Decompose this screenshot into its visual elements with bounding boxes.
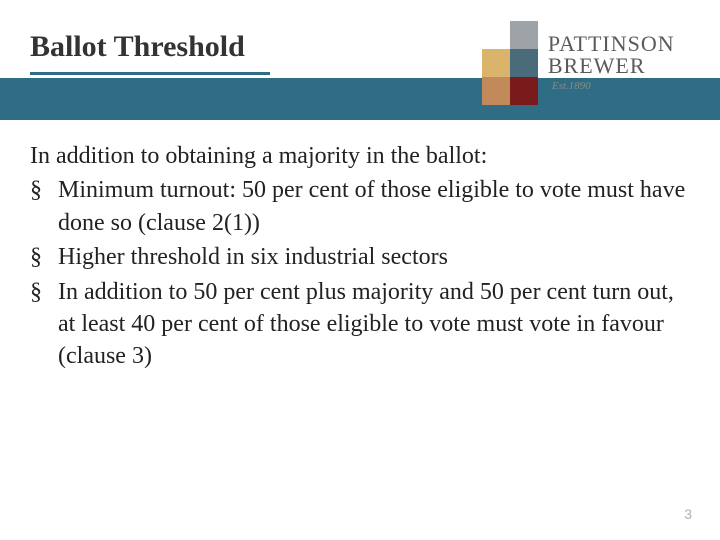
logo-line-1: PATTINSON xyxy=(548,33,692,55)
logo-line-2: BREWER xyxy=(548,53,646,78)
logo-text: PATTINSON BREWER Est.1890 xyxy=(548,33,692,93)
list-item: Minimum turnout: 50 per cent of those el… xyxy=(58,174,690,239)
page-number: 3 xyxy=(684,506,692,522)
slide-body: In addition to obtaining a majority in t… xyxy=(30,140,690,375)
logo-est: Est.1890 xyxy=(552,80,591,92)
intro-text: In addition to obtaining a majority in t… xyxy=(30,140,690,172)
brand-logo: PATTINSON BREWER Est.1890 xyxy=(482,18,692,108)
list-item: In addition to 50 per cent plus majority… xyxy=(58,276,690,373)
logo-mark-icon xyxy=(482,21,538,105)
list-item: Higher threshold in six industrial secto… xyxy=(58,241,690,273)
slide-title: Ballot Threshold xyxy=(30,30,245,64)
bullet-list: Minimum turnout: 50 per cent of those el… xyxy=(30,174,690,372)
title-underline xyxy=(30,72,270,75)
